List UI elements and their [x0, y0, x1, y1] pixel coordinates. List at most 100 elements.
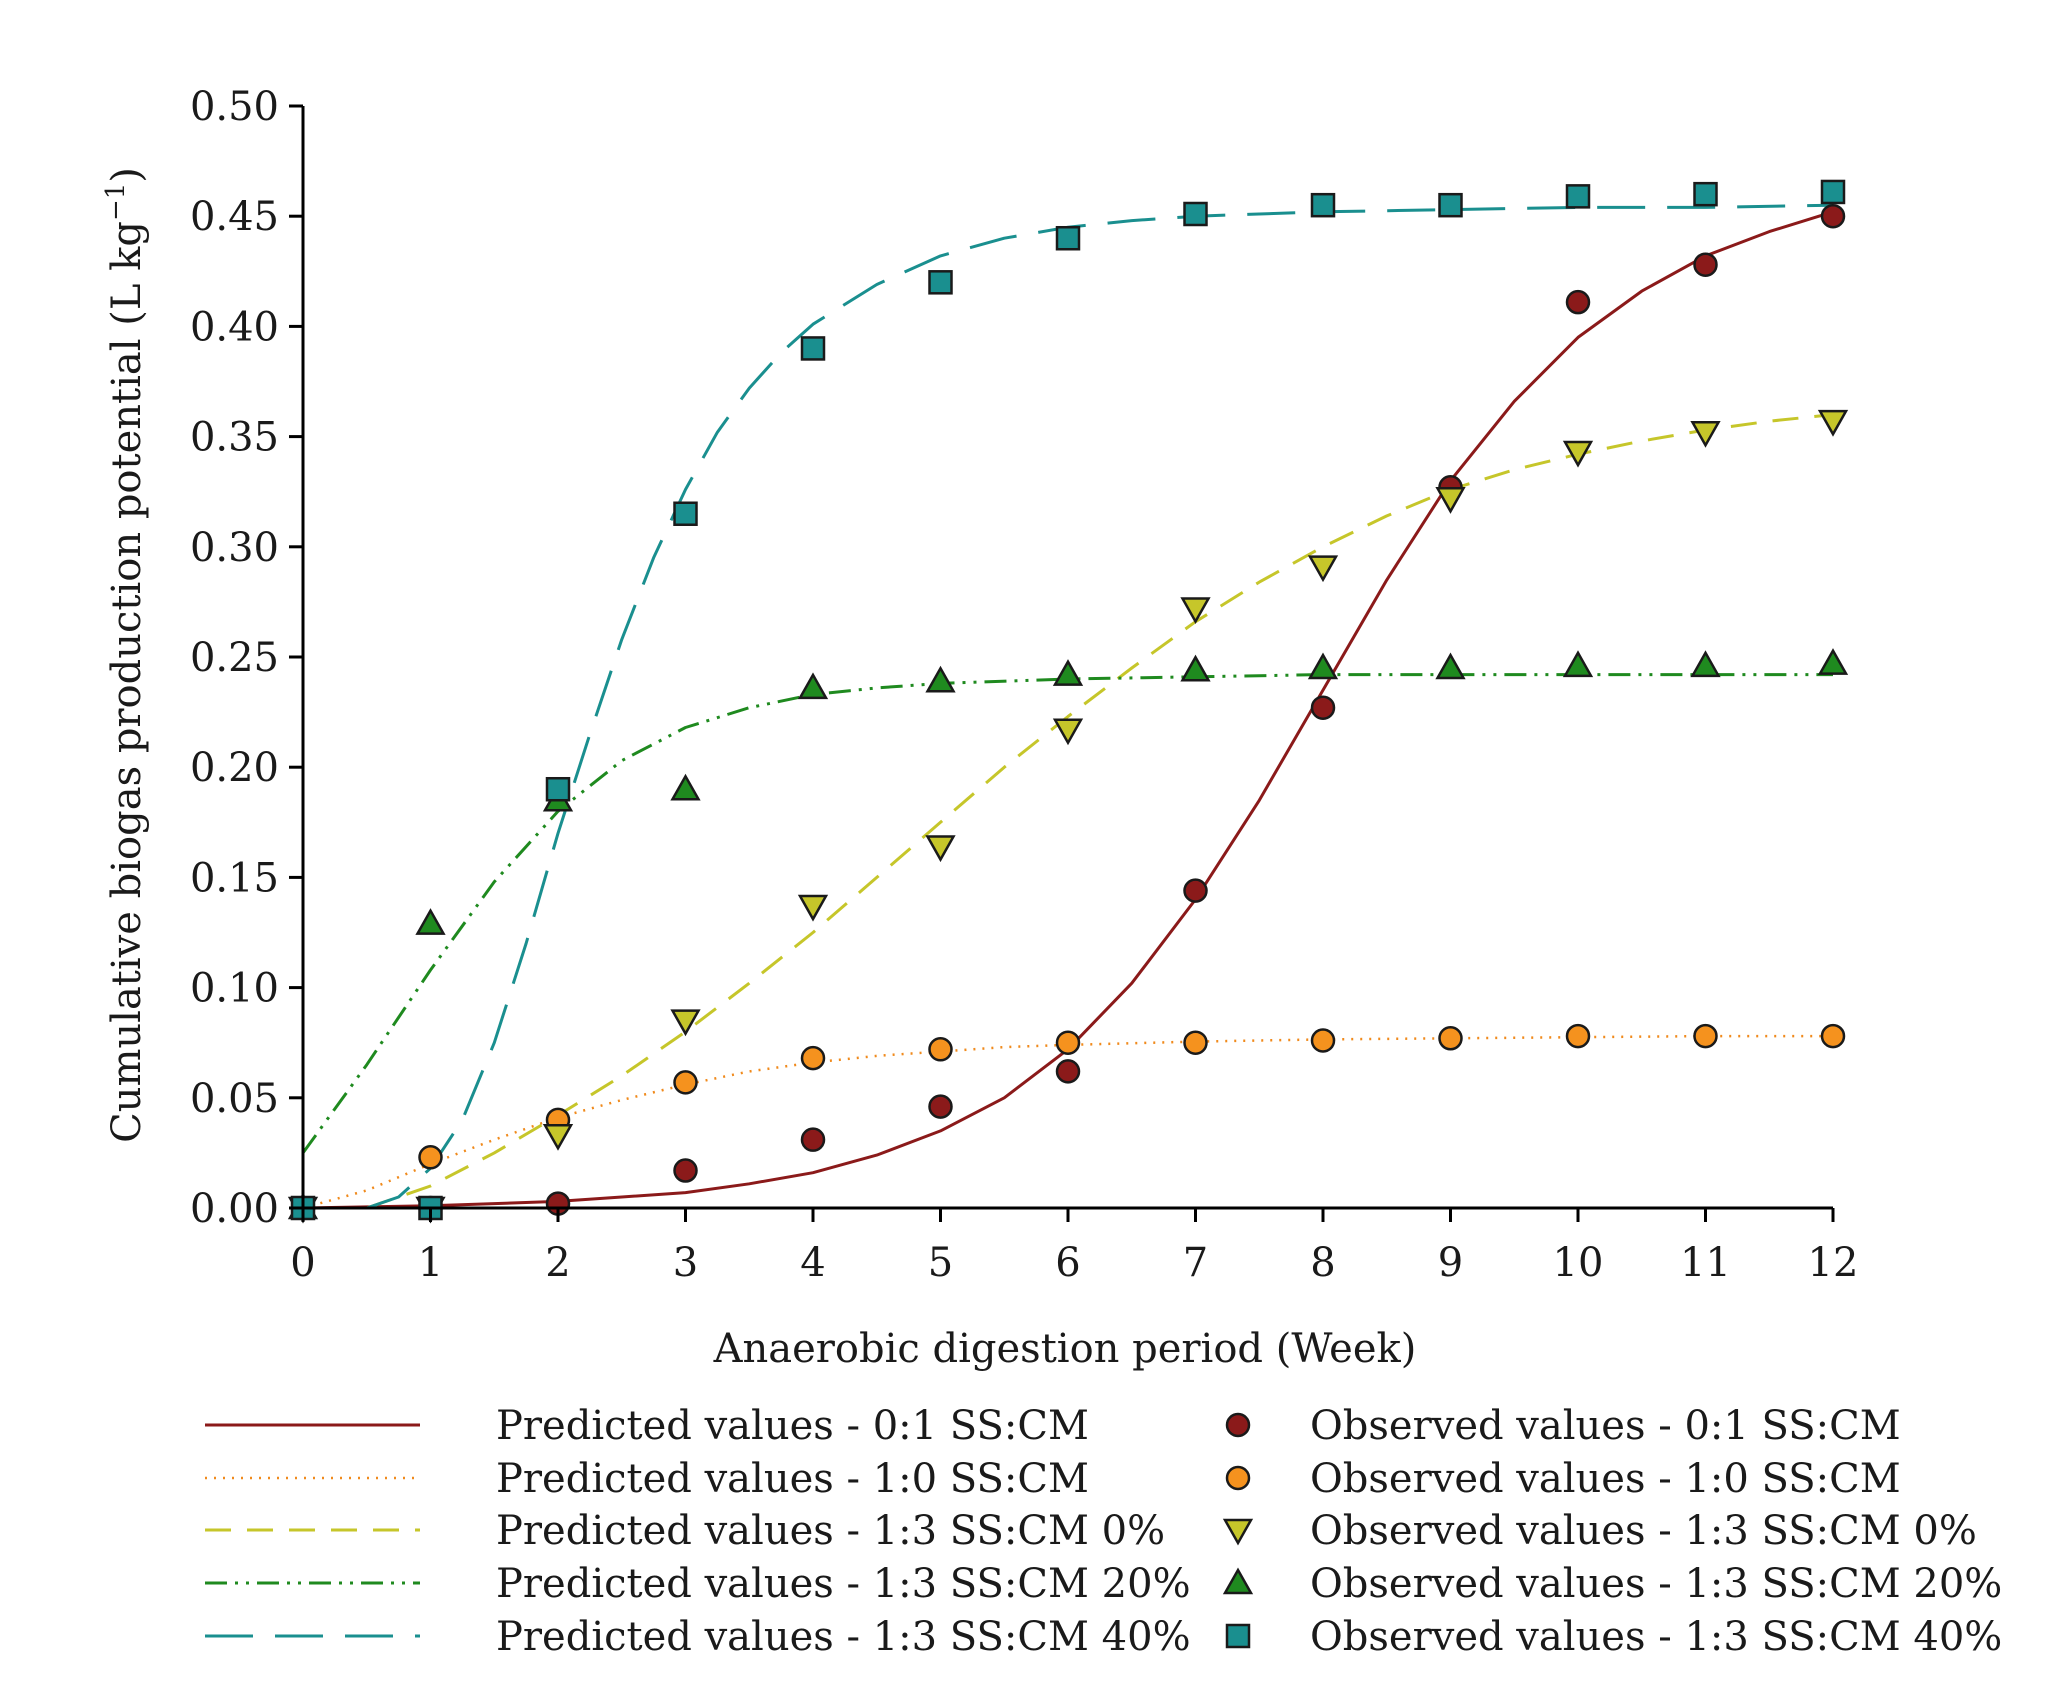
x-tick-label: 7 — [1183, 1240, 1208, 1286]
legend-marker-o13_20 — [1222, 1567, 1254, 1595]
x-tick-label: 3 — [673, 1240, 698, 1286]
series-layer — [301, 203, 1834, 1210]
observed-point-o10 — [1183, 1030, 1208, 1055]
observed-point-o13_20 — [925, 665, 956, 693]
observed-point-o13_40 — [800, 336, 826, 361]
observed-point-o13_0 — [1052, 718, 1084, 746]
y-tick-label: 0.20 — [190, 745, 279, 791]
observed-point-o13_40 — [673, 501, 698, 526]
y-tick-label: 0.00 — [190, 1186, 279, 1232]
observed-point-o13_0 — [1180, 597, 1211, 625]
y-tick-label: 0.25 — [190, 635, 279, 681]
observed-point-o13_20 — [415, 908, 446, 935]
x-axis-title: Anaerobic digestion period (Week) — [713, 1326, 1417, 1372]
observed-point-o10 — [673, 1070, 698, 1095]
observed-point-o13_20 — [1435, 652, 1466, 680]
observed-point-o01 — [673, 1158, 698, 1183]
observed-point-o13_40 — [928, 270, 953, 295]
observed-point-o13_20 — [1307, 652, 1339, 680]
observed-point-o01 — [1693, 252, 1718, 277]
legend: Predicted values - 0:1 SS:CM Predicted va… — [205, 1403, 2002, 1660]
legend-marker-o13_0 — [1222, 1518, 1254, 1546]
observed-point-o13_20 — [670, 773, 701, 801]
observed-point-o13_20 — [1817, 648, 1849, 675]
y-tick-label: 0.45 — [190, 194, 279, 240]
observed-point-o01 — [1183, 878, 1208, 903]
marker-layer — [287, 179, 1849, 1224]
legend-marker-o10 — [1225, 1465, 1251, 1491]
legend-marker-o01 — [1225, 1412, 1251, 1438]
observed-point-o13_40 — [1183, 201, 1208, 227]
axes: 0.00 0.05 0.10 0.15 0.20 0.25 0.30 0.35 0.40 0.45… — [190, 84, 1859, 1286]
x-tick-label: 12 — [1808, 1240, 1859, 1286]
x-tick-label: 11 — [1680, 1240, 1731, 1286]
x-tick-label: 0 — [290, 1240, 315, 1286]
observed-point-o13_0 — [1307, 555, 1339, 583]
y-axis-title-superscript: −1 — [101, 183, 131, 221]
legend-label-p13_20: Predicted values - 1:3 SS:CM 20% — [496, 1561, 1191, 1607]
y-tick-label: 0.15 — [190, 855, 279, 901]
predicted-line-p13_20 — [301, 673, 1833, 1154]
y-axis-title-main: Cumulative biogas production potential (… — [104, 221, 150, 1143]
x-tick-label: 2 — [545, 1240, 570, 1286]
legend-label-o13_0: Observed values - 1:3 SS:CM 0% — [1310, 1508, 1977, 1554]
observed-point-o13_40 — [1438, 192, 1463, 218]
observed-point-o01 — [800, 1127, 826, 1152]
observed-point-o10 — [1820, 1023, 1846, 1049]
observed-point-o10 — [418, 1145, 443, 1170]
observed-point-o13_40 — [545, 776, 571, 802]
observed-point-o01 — [1310, 695, 1336, 720]
observed-point-o13_40 — [1055, 225, 1081, 251]
legend-marker-o13_40 — [1225, 1623, 1251, 1649]
predicted-line-p13_0 — [366, 413, 1834, 1210]
x-tick-label: 1 — [418, 1240, 443, 1286]
observed-point-o01 — [1565, 289, 1591, 315]
observed-point-o01 — [1055, 1059, 1081, 1084]
y-tick-label: 0.05 — [190, 1076, 279, 1122]
x-tick-label: 9 — [1438, 1240, 1463, 1286]
x-tick-label: 8 — [1310, 1240, 1335, 1286]
observed-point-o10 — [1438, 1026, 1463, 1051]
y-tick-label: 0.10 — [190, 966, 279, 1012]
observed-point-o13_0 — [797, 894, 829, 922]
x-tick-label: 4 — [800, 1240, 825, 1286]
y-tick-label: 0.40 — [190, 304, 279, 350]
observed-point-o13_0 — [1817, 409, 1849, 437]
observed-point-o13_40 — [1565, 184, 1591, 209]
legend-label-p10: Predicted values - 1:0 SS:CM — [496, 1456, 1089, 1502]
observed-point-o13_0 — [670, 1009, 701, 1037]
legend-label-p01: Predicted values - 0:1 SS:CM — [496, 1403, 1089, 1449]
observed-point-o13_20 — [1180, 654, 1211, 682]
observed-point-o10 — [1565, 1023, 1591, 1049]
y-tick-label: 0.30 — [190, 525, 279, 571]
observed-point-o13_20 — [1690, 650, 1721, 678]
legend-label-o13_20: Observed values - 1:3 SS:CM 20% — [1310, 1561, 2002, 1607]
observed-point-o01 — [928, 1094, 953, 1119]
legend-label-p13_0: Predicted values - 1:3 SS:CM 0% — [496, 1508, 1165, 1554]
y-tick-label: 0.50 — [190, 84, 279, 130]
y-tick-label: 0.35 — [190, 415, 279, 461]
legend-label-o10: Observed values - 1:0 SS:CM — [1310, 1456, 1901, 1502]
observed-point-o10 — [928, 1037, 953, 1062]
observed-point-o13_0 — [542, 1124, 574, 1151]
observed-point-o13_20 — [1052, 659, 1084, 686]
observed-point-o10 — [1055, 1030, 1081, 1055]
x-tick-label: 6 — [1055, 1240, 1080, 1286]
observed-point-o01 — [1820, 203, 1846, 229]
observed-point-o10 — [800, 1045, 826, 1071]
legend-label-p13_40: Predicted values - 1:3 SS:CM 40% — [496, 1614, 1191, 1660]
legend-label-o13_40: Observed values - 1:3 SS:CM 40% — [1310, 1614, 2002, 1660]
observed-point-o13_40 — [1693, 181, 1718, 207]
predicted-line-p01 — [302, 210, 1834, 1210]
observed-point-o13_40 — [1310, 192, 1336, 218]
y-axis-title: Cumulative biogas production potential (… — [101, 167, 150, 1143]
observed-point-o13_40 — [1820, 179, 1846, 205]
predicted-line-p13_40 — [366, 203, 1834, 1210]
x-tick-label: 5 — [928, 1240, 953, 1286]
observed-point-o10 — [1310, 1028, 1336, 1053]
observed-point-o13_0 — [1435, 487, 1466, 514]
observed-point-o10 — [1693, 1023, 1718, 1049]
y-axis-title-close: ) — [104, 167, 150, 183]
legend-label-o01: Observed values - 0:1 SS:CM — [1310, 1403, 1901, 1449]
